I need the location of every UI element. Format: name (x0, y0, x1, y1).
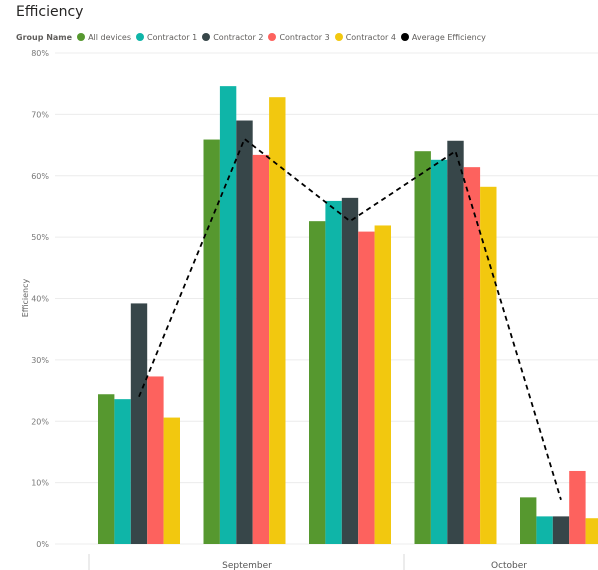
y-tick-label: 40% (31, 295, 49, 304)
bar (114, 399, 131, 544)
bar (219, 86, 237, 544)
legend-label: Contractor 3 (279, 32, 330, 42)
chart-title: Efficiency (16, 4, 84, 20)
legend-label: All devices (88, 32, 131, 42)
legend-item: Contractor 4 (334, 32, 396, 42)
bar (252, 154, 270, 544)
bar (147, 376, 164, 544)
x-tick-label: September (222, 561, 272, 570)
y-axis-label: Efficiency (21, 278, 30, 317)
y-tick-label: 70% (31, 110, 49, 119)
bar (536, 516, 553, 544)
bar (463, 167, 481, 544)
legend-label: Contractor 4 (345, 32, 396, 42)
bar (269, 97, 286, 544)
y-tick-label: 10% (31, 479, 49, 488)
legend-item: Average Efficiency (400, 32, 486, 42)
legend-swatch (77, 33, 86, 41)
legend-swatch (135, 33, 144, 41)
legend-label: Contractor 2 (213, 32, 264, 42)
legend-item: Contractor 3 (268, 32, 330, 42)
y-tick-label: 30% (31, 356, 49, 365)
bar (325, 200, 342, 544)
bar (552, 516, 570, 544)
legend-swatch (334, 33, 343, 41)
bar (414, 151, 431, 544)
average-line (138, 137, 562, 501)
bar (430, 159, 448, 545)
bar (236, 120, 253, 544)
bar (163, 417, 180, 544)
legend-item: All devices (77, 33, 131, 42)
y-tick-label: 20% (31, 417, 49, 426)
bar (447, 140, 464, 545)
bar (130, 303, 148, 544)
legend-item: Contractor 1 (135, 32, 198, 42)
legend-swatch (268, 33, 277, 41)
bar (374, 225, 391, 544)
bar (585, 518, 598, 544)
bar (569, 470, 586, 544)
y-tick-label: 50% (31, 233, 49, 242)
legend-label: Average Efficiency (411, 32, 486, 42)
bar (309, 221, 326, 545)
legend-label: Contractor 1 (146, 32, 198, 42)
legend: Group Name All devices Contractor 1 Contra… (16, 31, 491, 43)
bar (341, 197, 359, 544)
bar (358, 231, 375, 544)
x-tick-label: October (491, 561, 527, 570)
legend-title: Group Name (16, 32, 73, 42)
legend-swatch (202, 33, 211, 41)
y-tick-label: 60% (31, 172, 49, 181)
legend-items: All devices Contractor 1 Contractor 2 Contr… (77, 33, 491, 42)
bar (203, 139, 220, 544)
bar (98, 394, 115, 544)
y-tick-label: 80% (31, 49, 49, 58)
y-tick-label: 0% (36, 540, 49, 549)
legend-swatch (400, 33, 409, 41)
bar (520, 497, 537, 544)
legend-item: Contractor 2 (202, 33, 263, 42)
